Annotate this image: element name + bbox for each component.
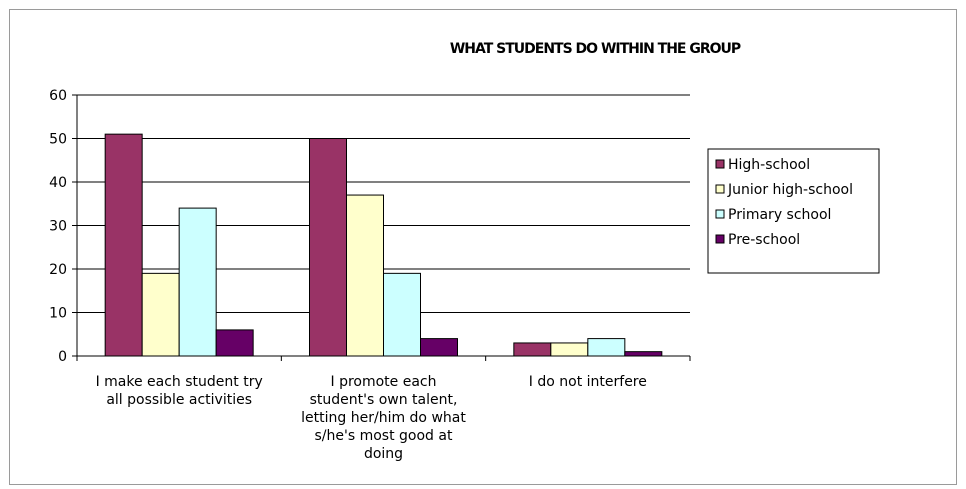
legend-label: High-school bbox=[728, 157, 810, 173]
category-label: I promote each student's own talent, letti… bbox=[301, 374, 466, 462]
chart-title: WHAT STUDENTS DO WITHIN THE GROUP bbox=[450, 41, 741, 57]
category-labels: I make each student try all possible acti… bbox=[96, 374, 647, 462]
bar-junior-high-school-0 bbox=[141, 272, 180, 357]
bar-pre-school-1 bbox=[420, 338, 458, 357]
y-tick-label: 60 bbox=[49, 88, 67, 104]
legend-swatch bbox=[715, 159, 725, 169]
y-tick-label: 10 bbox=[49, 306, 67, 322]
y-tick-label: 0 bbox=[58, 349, 67, 365]
legend-swatch bbox=[715, 209, 725, 219]
legend-label: Junior high-school bbox=[727, 182, 853, 198]
legend-swatch bbox=[715, 184, 725, 194]
bar-pre-school-2 bbox=[624, 351, 663, 357]
legend-swatch bbox=[715, 234, 725, 244]
y-tick-label: 40 bbox=[49, 175, 67, 191]
category-label: I do not interfere bbox=[529, 374, 647, 390]
bar-primary-school-2 bbox=[587, 338, 626, 357]
bar-high-school-1 bbox=[309, 138, 347, 357]
bar-pre-school-0 bbox=[215, 329, 254, 357]
y-tick-label: 50 bbox=[49, 132, 67, 148]
bars bbox=[104, 133, 663, 357]
bar-junior-high-school-1 bbox=[346, 194, 384, 357]
bar-primary-school-0 bbox=[178, 207, 217, 357]
y-tick-label: 30 bbox=[49, 219, 67, 235]
bar-primary-school-1 bbox=[383, 272, 421, 357]
bar-junior-high-school-2 bbox=[550, 342, 589, 357]
legend-label: Pre-school bbox=[728, 232, 800, 248]
y-tick-label: 20 bbox=[49, 262, 67, 278]
legend-label: Primary school bbox=[728, 207, 831, 223]
category-label: I make each student try all possible acti… bbox=[96, 374, 263, 408]
bar-chart: WHAT STUDENTS DO WITHIN THE GROUP 0 10 20 3… bbox=[49, 41, 880, 462]
legend: High-school Junior high-school Primary sch… bbox=[707, 148, 880, 274]
chart-frame: WHAT STUDENTS DO WITHIN THE GROUP 0 10 20 3… bbox=[9, 9, 957, 485]
y-tick-labels: 0 10 20 30 40 50 60 bbox=[49, 88, 67, 365]
bar-high-school-2 bbox=[513, 342, 552, 357]
legend-box bbox=[707, 148, 880, 274]
bar-high-school-0 bbox=[104, 133, 143, 357]
